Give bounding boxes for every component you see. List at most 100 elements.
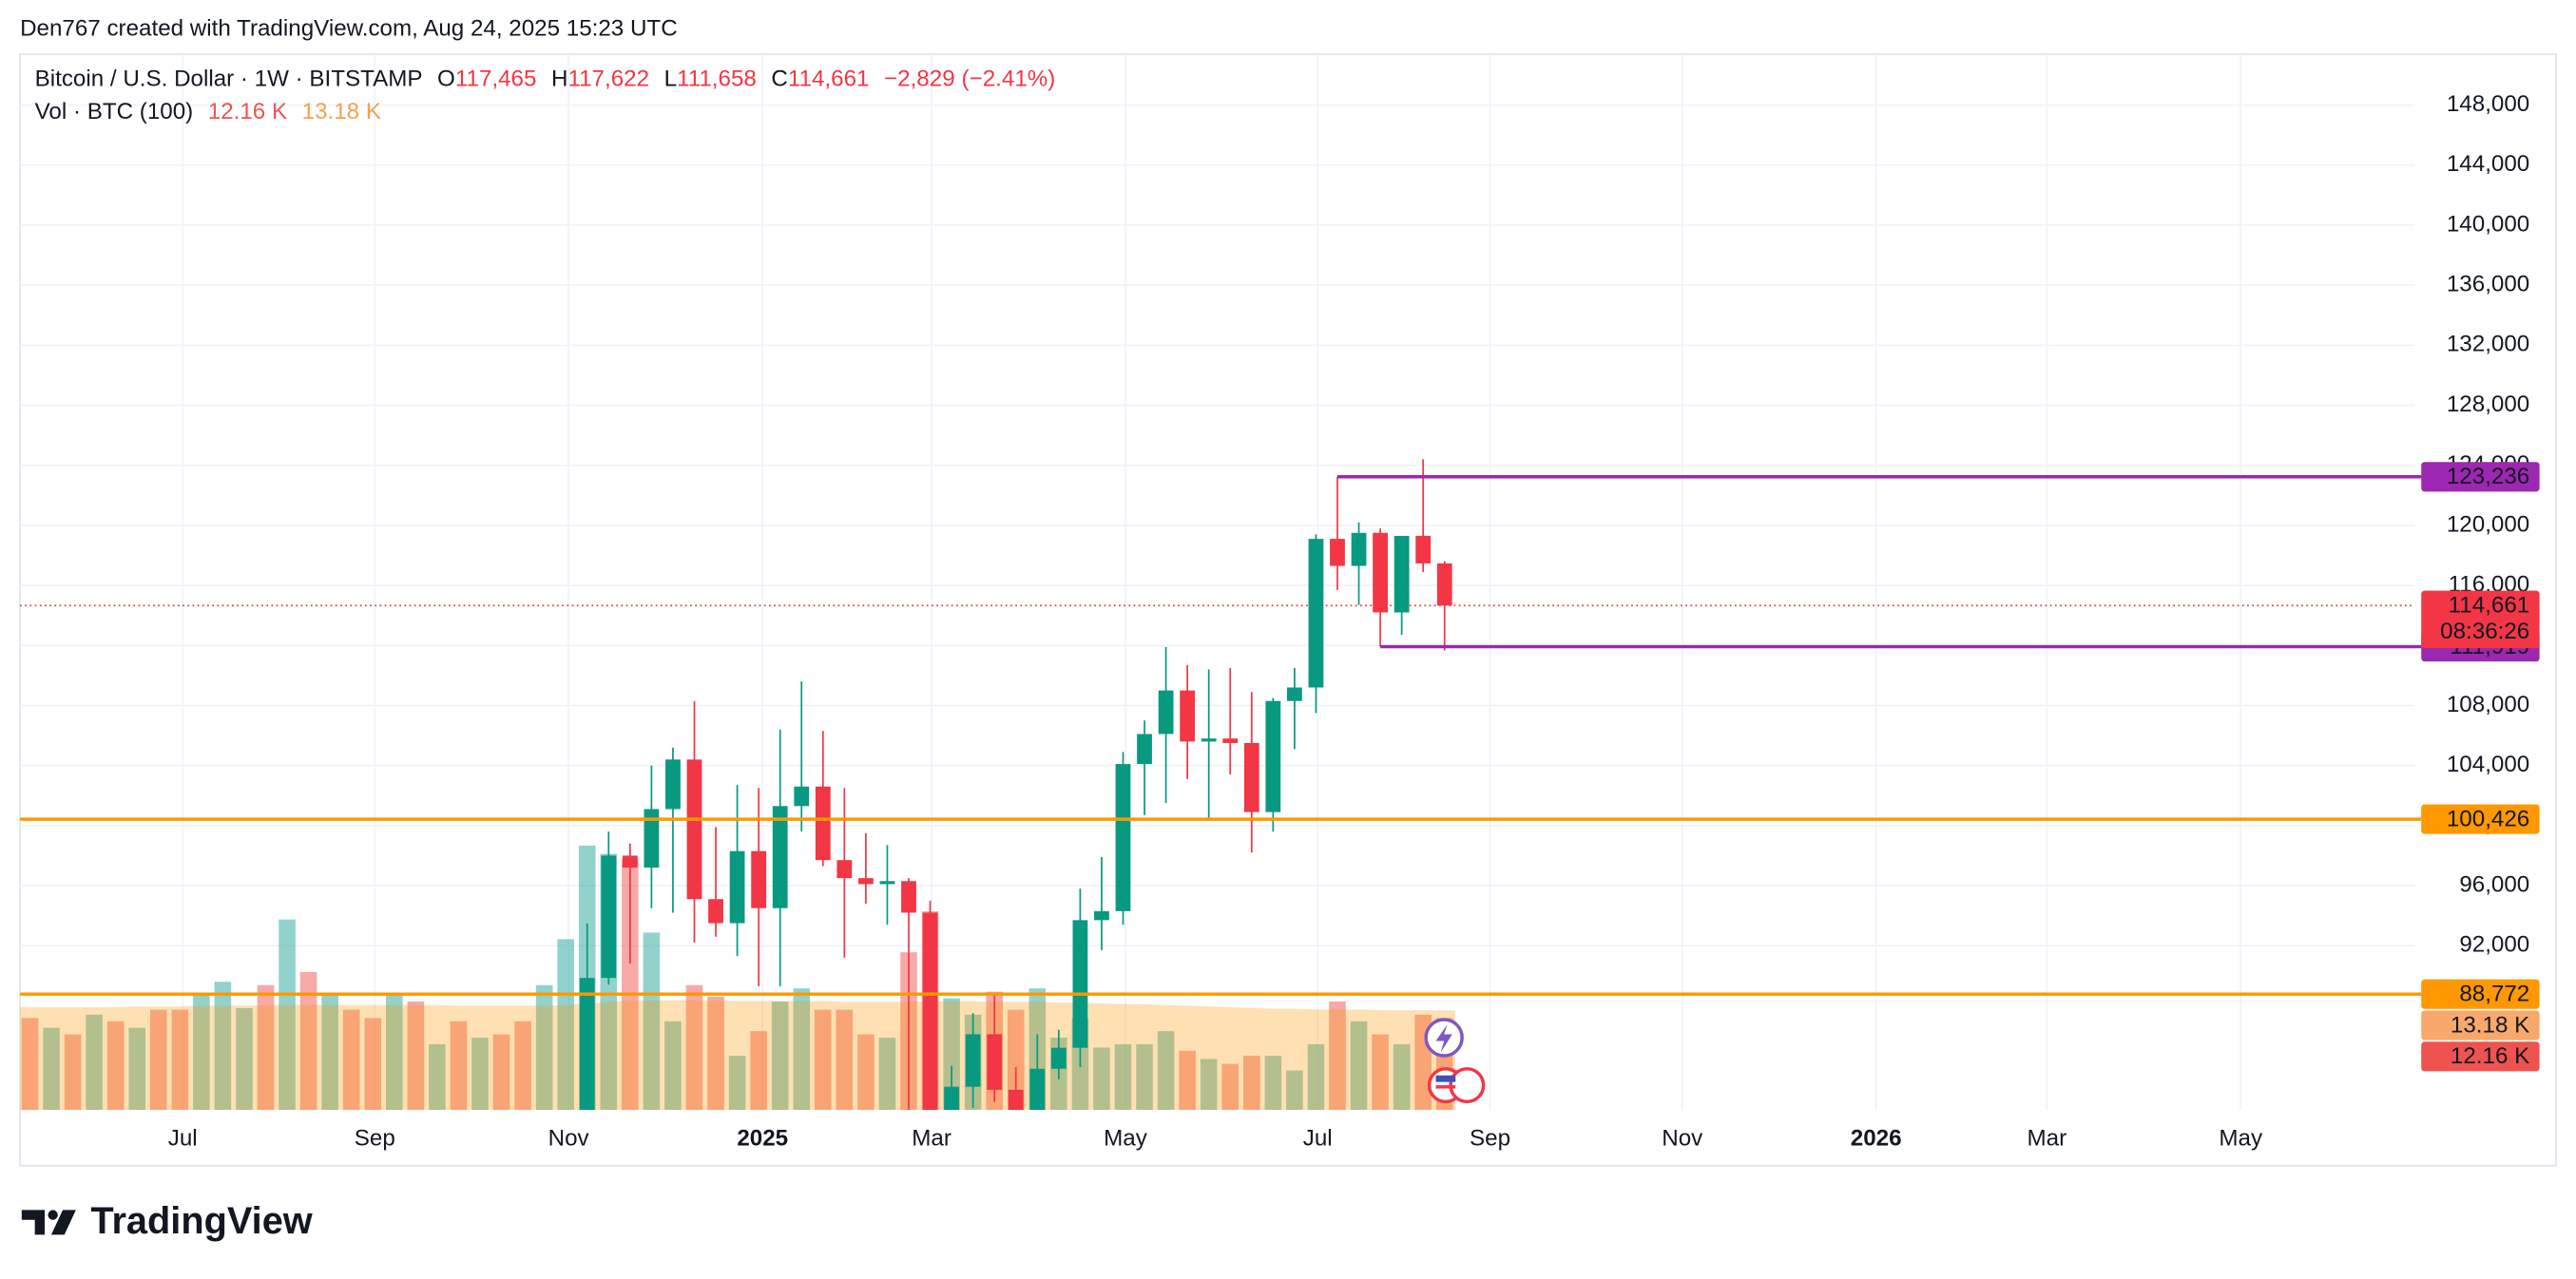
- candle-body: [1415, 535, 1432, 563]
- volume-bar: [622, 858, 639, 1111]
- volume-ma-last: 13.18 K: [302, 100, 381, 125]
- candle-body: [1286, 687, 1302, 701]
- candle-body: [1072, 920, 1088, 1048]
- volume-bar: [535, 984, 553, 1111]
- icon: [1435, 1024, 1452, 1053]
- volume-bar: [1200, 1059, 1218, 1111]
- candle-body: [686, 759, 702, 900]
- symbol-legend: Bitcoin / U.S. Dollar · 1W · BITSTAMP O11…: [35, 67, 1056, 92]
- volume-bar: [407, 1001, 425, 1111]
- x-tick-label: Nov: [1662, 1126, 1702, 1152]
- candle-body: [1180, 690, 1196, 742]
- volume-bar: [1329, 1001, 1346, 1111]
- candle-body: [644, 809, 660, 869]
- y-tick-label: 120,000: [2447, 511, 2529, 537]
- volume-bar: [664, 1021, 682, 1111]
- volume-last-label-bg: [2421, 1041, 2540, 1072]
- legend: Bitcoin / U.S. Dollar · 1W · BITSTAMP O11…: [35, 67, 1056, 125]
- icon: [1435, 1085, 1456, 1089]
- countdown: 08:36:26: [2440, 619, 2529, 644]
- volume-bar: [149, 1009, 167, 1111]
- volume-bar: [514, 1021, 531, 1111]
- candle-body: [622, 855, 638, 869]
- volume-bar: [793, 988, 811, 1111]
- volume-bar: [1221, 1063, 1240, 1111]
- x-tick-label: Nov: [548, 1126, 589, 1152]
- x-tick-label: May: [2219, 1126, 2263, 1152]
- candle-body: [1243, 742, 1259, 812]
- ohlc-key: L: [664, 67, 677, 92]
- volume-bar: [1372, 1034, 1389, 1111]
- symbol-name: Bitcoin / U.S. Dollar · 1W · BITSTAMP: [35, 67, 423, 92]
- volume-bar: [728, 1056, 746, 1111]
- volume-bar: [557, 939, 574, 1111]
- candle-body: [794, 786, 810, 807]
- volume-bar: [236, 1007, 253, 1111]
- candle-body: [965, 1034, 981, 1087]
- change-percent: (−2.41%): [962, 67, 1056, 92]
- volume-bar: [1286, 1070, 1303, 1111]
- volume-bar: [471, 1037, 489, 1111]
- volume-bar: [685, 984, 703, 1111]
- chart-frame: [19, 53, 2557, 1167]
- candle-body: [1029, 1068, 1046, 1111]
- level-label: 100,426: [2447, 806, 2529, 831]
- candle-body: [1308, 539, 1324, 688]
- candle-body: [1094, 910, 1109, 921]
- candle-body: [1351, 532, 1367, 566]
- volume-legend: Vol · BTC (100) 12.16 K 13.18 K: [35, 100, 381, 125]
- volume-bar: [321, 995, 338, 1111]
- candle-body: [1201, 738, 1217, 742]
- grid: [20, 54, 2415, 1111]
- axes: Jul Sep Nov 2025 Mar May Jul Sep Nov 2026 Mar May 92…: [168, 91, 2529, 1152]
- ohlc-value: 111,658: [677, 67, 757, 92]
- x-tick-label: Sep: [355, 1126, 395, 1152]
- candle-body: [665, 759, 681, 810]
- candle-body: [579, 978, 595, 1111]
- candle-body: [729, 850, 745, 924]
- icon: [1435, 1075, 1456, 1082]
- volume-bar: [429, 1043, 446, 1111]
- ohlc-value: 114,661: [788, 67, 870, 92]
- price-badges: 123,236111,919100,42688,772114,66108:36:…: [2421, 462, 2540, 1072]
- level-label-bg: [2421, 462, 2540, 492]
- y-tick-label: 132,000: [2447, 332, 2529, 357]
- y-tick-label: 140,000: [2447, 211, 2529, 237]
- x-tick-label: May: [1104, 1126, 1148, 1152]
- candle-body: [1265, 700, 1281, 812]
- volume-bar: [1136, 1043, 1153, 1111]
- volume-bar: [214, 982, 232, 1111]
- volume-bar: [193, 995, 210, 1111]
- volume-bar: [814, 1009, 832, 1111]
- y-tick-label: 92,000: [2459, 932, 2529, 958]
- candle-body: [751, 850, 767, 908]
- volume-ma-label-bg: [2421, 1010, 2540, 1040]
- candle-body: [1222, 738, 1239, 743]
- candle-body: [1158, 690, 1174, 735]
- volume-bar: [707, 996, 724, 1111]
- candle-body: [1330, 539, 1345, 566]
- volume-bar: [171, 1009, 189, 1111]
- volume-bar: [492, 1034, 510, 1111]
- volume-bar: [750, 1031, 767, 1111]
- x-tick-label: 2026: [1851, 1126, 1902, 1152]
- volume-bar: [450, 1021, 468, 1111]
- candle-body: [1373, 532, 1388, 613]
- candle-body: [1008, 1089, 1024, 1111]
- y-tick-label: 96,000: [2459, 871, 2529, 897]
- volume-bar: [1093, 1047, 1110, 1111]
- brand: TradingView: [90, 1200, 312, 1242]
- volume-ma-area: [20, 1000, 1455, 1111]
- logo: [50, 1210, 76, 1235]
- volume-bar: [64, 1034, 82, 1111]
- volume-bar: [857, 1034, 875, 1111]
- candle-body: [944, 1086, 959, 1111]
- volume-bar: [1350, 1021, 1368, 1111]
- ohlc-value: 117,622: [567, 67, 649, 92]
- x-tick-label: Mar: [2028, 1126, 2067, 1152]
- volume-name: Vol · BTC (100): [35, 100, 194, 125]
- brand-logo: TradingView: [21, 1200, 313, 1242]
- volume-bar: [643, 932, 661, 1111]
- volume-bar: [1307, 1043, 1325, 1111]
